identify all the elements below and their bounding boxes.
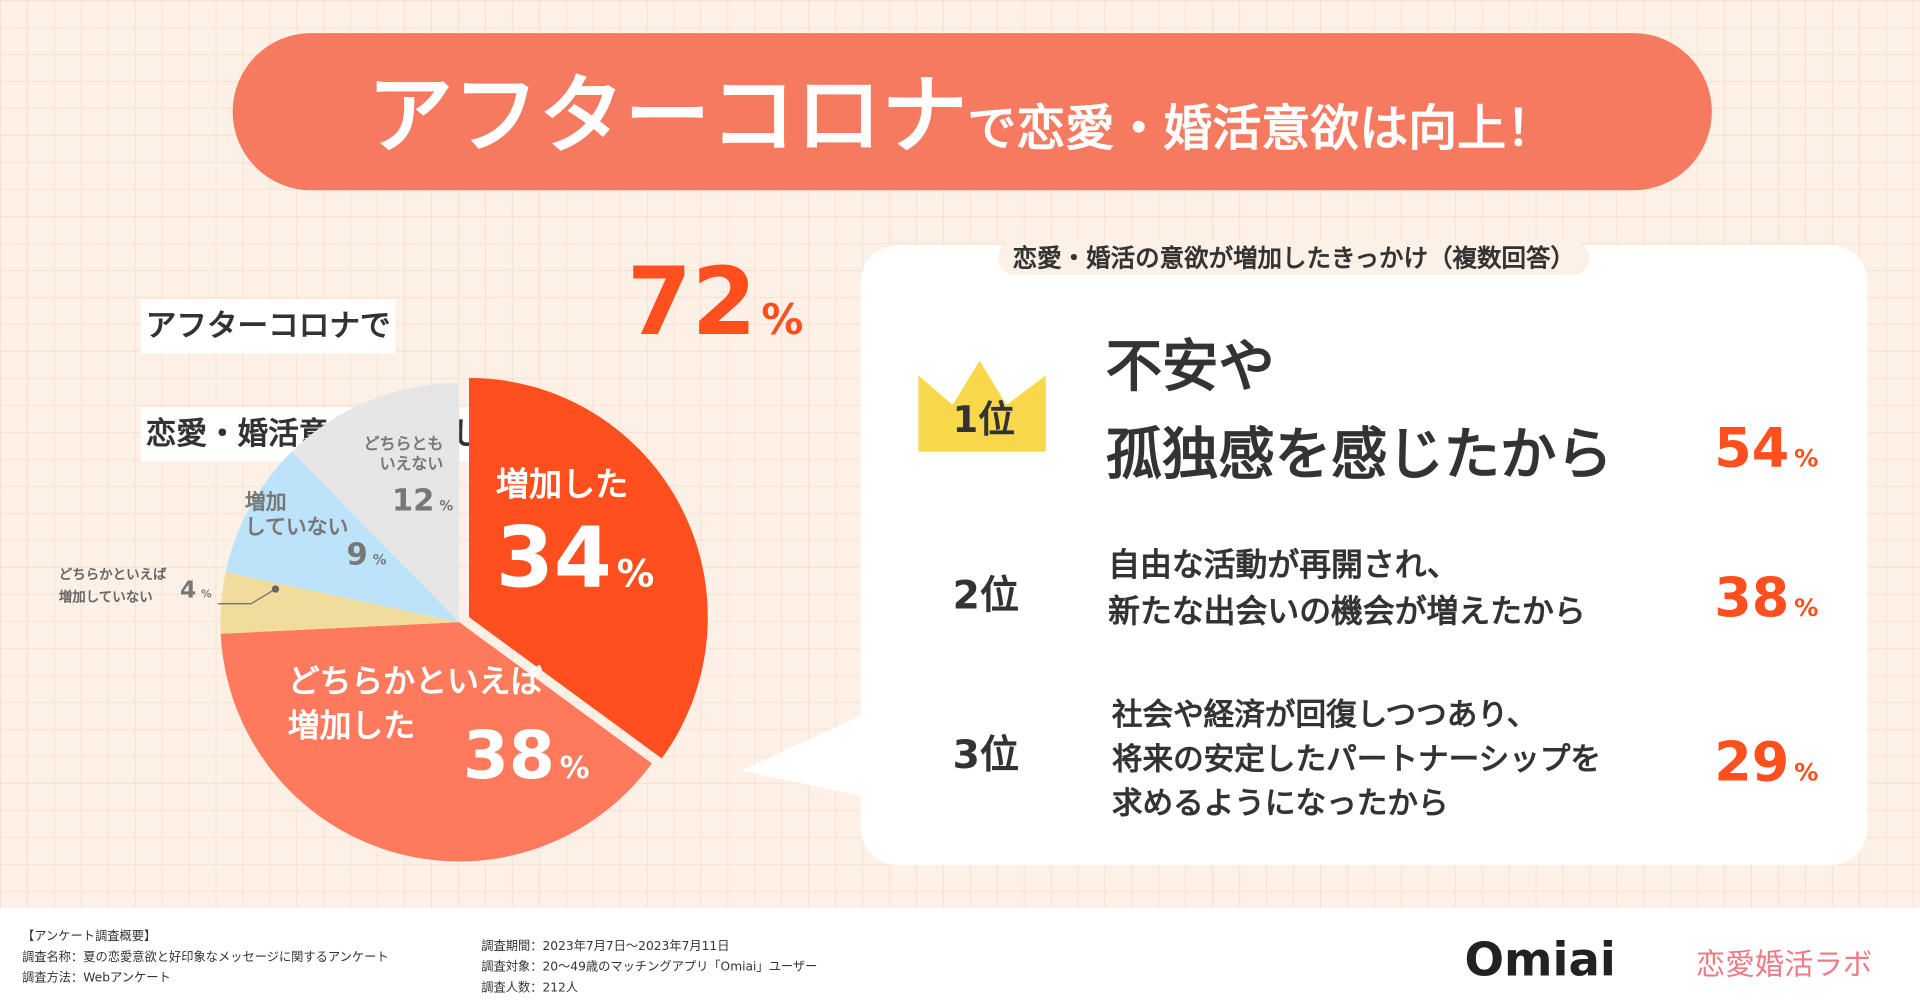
title-rest: で恋愛・婚活意欲は向上！ [967, 100, 1556, 158]
value-unit: % [1794, 444, 1819, 473]
slice-value: 9% [347, 536, 387, 573]
value-unit: % [1794, 758, 1819, 787]
value-number: 4 [180, 576, 197, 604]
pie-slice [225, 451, 460, 623]
slice-label: 増加 していない [244, 490, 349, 541]
slice-value: 34% [496, 509, 654, 609]
value-unit: % [616, 553, 655, 597]
footer-text: 調査人数：212人 [481, 981, 579, 996]
footer-text: 調査期間：2023年7月7日〜2023年7月11日 [481, 939, 730, 954]
title: アフターコロナで恋愛・婚活意欲は向上！ [367, 64, 1555, 167]
value-number: 38 [462, 716, 555, 794]
ranking-title: 恋愛・婚活の意欲が増加したきっかけ（複数回答） [997, 240, 1590, 275]
slice-label: どちらかといえば 増加していない [58, 566, 167, 605]
footer-text: 調査方法：Webアンケート [22, 971, 171, 986]
reason-line: 孤独感を感じたから [1105, 420, 1613, 488]
summary-unit: % [761, 295, 804, 345]
footer-text: 調査名称：夏の恋愛意欲と好印象なメッセージに関するアンケート [22, 951, 389, 965]
leader-dot [271, 585, 280, 593]
summary-number: 72 [626, 246, 757, 356]
panel [860, 245, 1868, 866]
reason-line: 自由な活動が再開され、 [1108, 547, 1459, 585]
reason: 社会や経済が回復しつつあり、将来の安定したパートナーシップを 求めるようになったか… [1112, 693, 1601, 826]
footer [0, 908, 1920, 1005]
value-number: 34 [495, 510, 612, 608]
reason-line: 社会や経済が回復しつつあり、 [1111, 696, 1538, 733]
leader-line [217, 588, 276, 605]
rank-value: 54% [1714, 417, 1818, 482]
rank-value: 29% [1714, 731, 1818, 796]
pie-chart [217, 377, 708, 862]
value-unit: % [201, 589, 212, 602]
footer-text: 【アンケート調査概要】 [22, 930, 157, 944]
slice-label: どちらかといえば 増加した [287, 663, 543, 746]
pie-slice [220, 572, 460, 634]
footer-text: 調査対象：20〜49歳のマッチングアプリ「Omiai」ユーザー [481, 960, 818, 975]
value-unit: % [439, 498, 454, 515]
footer-right: 調査期間：2023年7月7日〜2023年7月11日調査対象：20〜49歳のマッチ… [481, 936, 817, 999]
value-unit: % [372, 552, 387, 569]
title-pill [232, 33, 1712, 191]
pie-slice [220, 622, 652, 862]
rank-value: 38% [1714, 567, 1818, 632]
value-number: 29 [1714, 731, 1790, 794]
summary-value: 72% [627, 245, 803, 357]
rank: 1位 [952, 398, 1015, 442]
crown [918, 360, 1046, 452]
value-unit: % [1794, 593, 1819, 623]
value-number: 9 [346, 536, 368, 572]
slice-value: 4% [180, 577, 212, 605]
slice-value: 38% [463, 717, 590, 797]
rank: 2位 [952, 571, 1020, 619]
reason-line: 求めるようになったから [1111, 785, 1449, 821]
logo-lab: 恋愛婚活ラボ [1695, 947, 1873, 982]
logo-omiai: Omiai [1464, 932, 1616, 987]
pie-slice [291, 382, 460, 623]
slice-value: 12% [392, 482, 453, 519]
reason: 自由な活動が再開され、新たな出会いの機会が増えたから [1108, 542, 1586, 635]
slice-label: 増加した [495, 466, 629, 505]
summary-line: アフターコロナで [140, 299, 396, 354]
slice-label: どちらとも いえない [363, 435, 444, 474]
reason: 不安や孤独感を感じたから [1106, 322, 1613, 499]
reason-line: 新たな出会いの機会が増えたから [1108, 593, 1586, 631]
value-unit: % [559, 749, 590, 786]
value-number: 38 [1714, 566, 1790, 630]
speech-tail [740, 711, 870, 798]
reason-line: 将来の安定したパートナーシップを [1111, 741, 1602, 777]
value-number: 12 [391, 482, 435, 518]
title-main: アフターコロナ [367, 65, 968, 166]
value-number: 54 [1714, 417, 1790, 480]
reason-line: 不安や [1105, 332, 1275, 399]
pie-slice [469, 377, 708, 759]
footer-left: 【アンケート調査概要】調査名称：夏の恋愛意欲と好印象なメッセージに関するアンケー… [22, 926, 389, 989]
rank: 3位 [952, 731, 1020, 778]
